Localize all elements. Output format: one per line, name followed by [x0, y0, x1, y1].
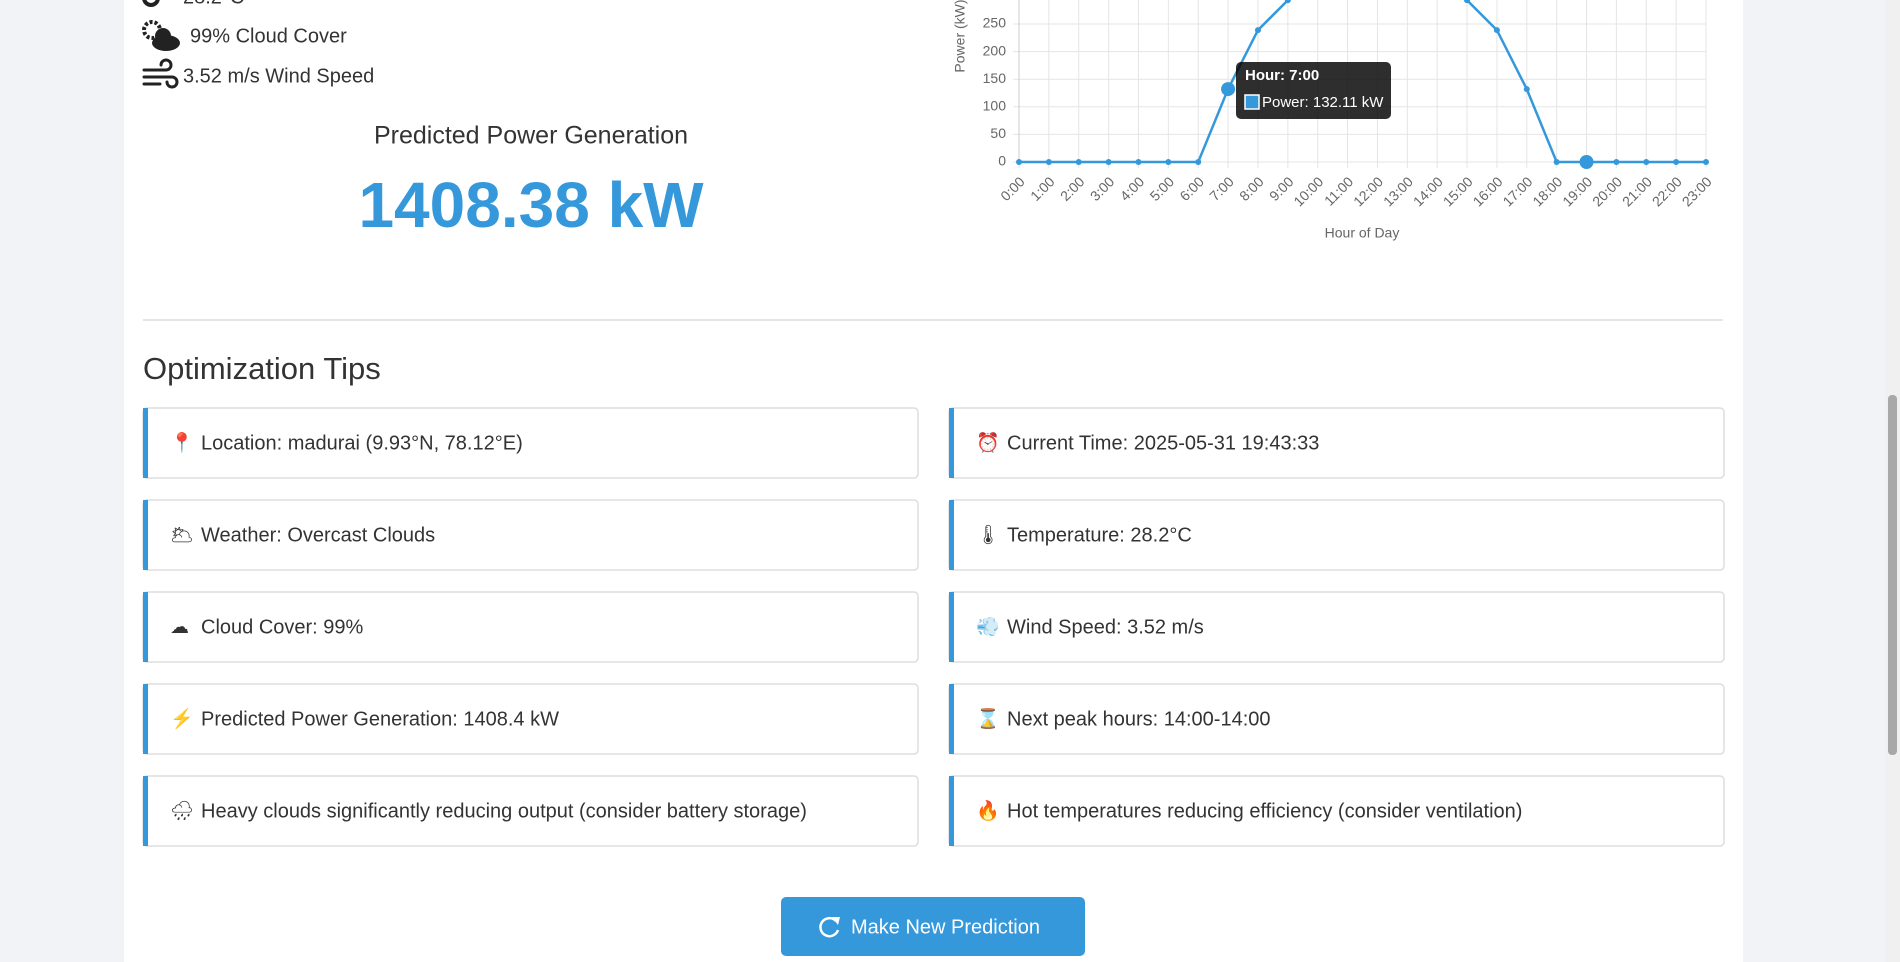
point — [1221, 82, 1236, 97]
tip-icon: 🔥 — [976, 799, 1000, 822]
point — [1613, 159, 1620, 165]
tip-accent — [143, 684, 148, 754]
reload-icon — [819, 916, 840, 938]
tooltip: Hour: 7:00 Power: 132.11 kW — [1236, 62, 1391, 119]
tip-accent — [143, 592, 148, 662]
point — [1254, 27, 1261, 34]
tip-icon: 💨 — [976, 616, 1000, 638]
wind-icon — [142, 58, 179, 89]
tip-icon: 🌥 — [170, 525, 194, 546]
tip-text: Hot temperatures reducing efficiency (co… — [1007, 800, 1522, 822]
tooltip-swatch — [1244, 94, 1260, 110]
point — [1105, 159, 1112, 165]
tip-text: Weather: Overcast Clouds — [201, 524, 435, 546]
tip-icon: 📍 — [170, 431, 194, 454]
tip-card: ☁ Cloud Cover: 99% — [142, 591, 919, 663]
tip-card: 💨 Wind Speed: 3.52 m/s — [948, 591, 1725, 663]
tip-icon: 🌧 — [170, 801, 194, 822]
tip-text: Next peak hours: 14:00-14:00 — [1007, 708, 1271, 730]
reload-arrow — [832, 917, 840, 925]
tip-card: ⚡ Predicted Power Generation: 1408.4 kW — [142, 683, 919, 755]
tip-text: Wind Speed: 3.52 m/s — [1007, 616, 1204, 638]
tip-accent — [949, 684, 954, 754]
tip-text: Current Time: 2025-05-31 19:43:33 — [1007, 432, 1319, 454]
weather-text: 3.52 m/s Wind Speed — [183, 65, 374, 87]
weather-text: 99% Cloud Cover — [190, 25, 347, 47]
tip-accent — [949, 776, 954, 846]
point — [1579, 155, 1594, 169]
y-axis-title: Power (kW) — [952, 0, 968, 73]
point — [1703, 159, 1709, 165]
tip-icon: ⏰ — [976, 431, 1000, 454]
tip-card: 🌥 Weather: Overcast Clouds — [142, 499, 919, 571]
scroll-thumb[interactable] — [1888, 395, 1897, 755]
tip-icon: 🌡 — [976, 525, 1000, 546]
y-tick-label: 50 — [990, 125, 1006, 141]
tip-card: 🌡 Temperature: 28.2°C — [948, 499, 1725, 571]
tooltip-title: Hour: 7:00 — [1245, 67, 1319, 84]
point — [1165, 159, 1172, 165]
tip-accent — [949, 408, 954, 478]
y-tick-label: 150 — [983, 70, 1007, 86]
tip-card: ⏰ Current Time: 2025-05-31 19:43:33 — [948, 407, 1725, 479]
tip-card: ⌛ Next peak hours: 14:00-14:00 — [948, 683, 1725, 755]
y-tick-label: 300 — [983, 0, 1007, 3]
button-bg[interactable] — [781, 897, 1085, 956]
button-label[interactable]: Make New Prediction — [851, 916, 1040, 938]
point — [1135, 159, 1142, 165]
button[interactable]: Make New Prediction — [781, 897, 1085, 956]
tip-text: Temperature: 28.2°C — [1007, 524, 1192, 546]
prediction-value: 1408.38 kW — [358, 169, 704, 241]
tip-icon: ⚡ — [170, 707, 194, 730]
y-tick-label: 250 — [983, 15, 1007, 31]
point — [1045, 159, 1052, 165]
y-tick-label: 0 — [998, 153, 1006, 169]
tip-accent — [949, 592, 954, 662]
point — [1075, 159, 1082, 165]
point — [1553, 159, 1560, 165]
point — [1195, 159, 1202, 165]
tips-title: Optimization Tips — [143, 351, 381, 386]
tip-card: 📍 Location: madurai (9.93°N, 78.12°E) — [142, 407, 919, 479]
point — [1523, 86, 1530, 93]
point — [1643, 159, 1650, 165]
tip-accent — [143, 408, 148, 478]
x-axis-title: Hour of Day — [1325, 225, 1400, 241]
point — [1284, 0, 1291, 4]
tip-text: Predicted Power Generation: 1408.4 kW — [201, 708, 559, 730]
tooltip-bg — [1236, 62, 1391, 119]
point — [1016, 159, 1022, 165]
tip-icon: ⌛ — [976, 707, 1000, 730]
y-tick-label: 200 — [983, 42, 1007, 58]
tip-accent — [143, 776, 148, 846]
tip-card: 🔥 Hot temperatures reducing efficiency (c… — [948, 775, 1725, 847]
point — [1493, 27, 1500, 34]
tip-card: 🌧 Heavy clouds significantly reducing out… — [142, 775, 919, 847]
prediction-title: Predicted Power Generation — [374, 122, 688, 150]
point — [1673, 159, 1680, 165]
tip-text: Location: madurai (9.93°N, 78.12°E) — [201, 432, 523, 454]
tip-accent — [949, 500, 954, 570]
weather-text: 28.2°C — [183, 0, 244, 8]
thermo-icon — [142, 0, 160, 7]
tip-accent — [143, 500, 148, 570]
cloud-sun-icon — [142, 20, 180, 51]
tip-text: Cloud Cover: 99% — [201, 616, 364, 638]
point — [1464, 0, 1471, 4]
tip-icon: ☁ — [170, 617, 189, 638]
tooltip-body: Power: 132.11 kW — [1262, 94, 1384, 111]
y-tick-label: 100 — [983, 98, 1007, 114]
tip-text: Heavy clouds significantly reducing outp… — [201, 800, 807, 822]
